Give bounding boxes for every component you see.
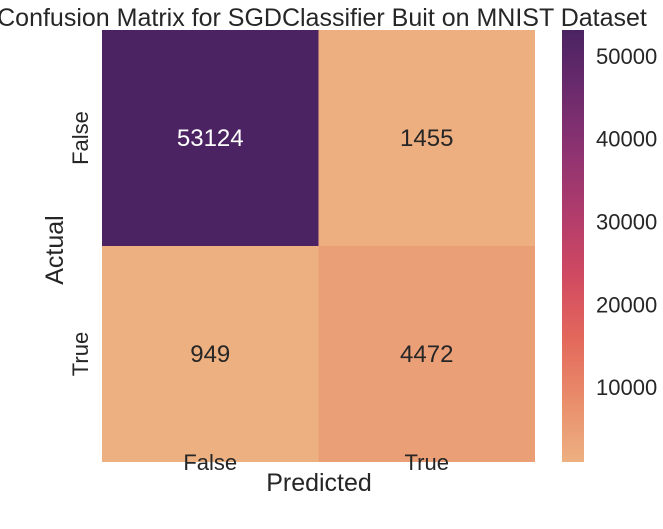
- cell-value-label: 1455: [400, 125, 453, 152]
- y-axis-label: Actual: [41, 215, 69, 284]
- cell-value-label: 4472: [400, 341, 453, 368]
- colorbar-tick-label: 10000: [596, 375, 657, 400]
- chart-title: Confusion Matrix for SGDClassifier Buit …: [0, 4, 647, 32]
- y-tick-labels: False True: [68, 111, 93, 376]
- x-axis-label: Predicted: [266, 469, 372, 497]
- y-tick-label: False: [68, 111, 93, 165]
- x-tick-label: False: [183, 450, 237, 475]
- cell-value-label: 53124: [177, 125, 244, 152]
- colorbar-ticks: 10000 20000 30000 40000 50000: [596, 44, 657, 400]
- heatmap-cell: [102, 246, 319, 462]
- colorbar-tick-label: 50000: [596, 44, 657, 69]
- heatmap-cells: 53124 1455 949 4472: [102, 30, 535, 462]
- x-tick-label: True: [405, 450, 449, 475]
- heatmap-cell: [318, 246, 535, 462]
- y-tick-label: True: [68, 332, 93, 376]
- colorbar-tick-label: 40000: [596, 127, 657, 152]
- x-tick-labels: False True: [183, 450, 449, 475]
- colorbar-tick-label: 30000: [596, 209, 657, 234]
- colorbar-tick-label: 20000: [596, 292, 657, 317]
- heatmap-cell: [102, 30, 319, 246]
- cell-value-label: 949: [190, 341, 230, 368]
- heatmap-cell: [318, 30, 535, 246]
- colorbar: [562, 30, 584, 462]
